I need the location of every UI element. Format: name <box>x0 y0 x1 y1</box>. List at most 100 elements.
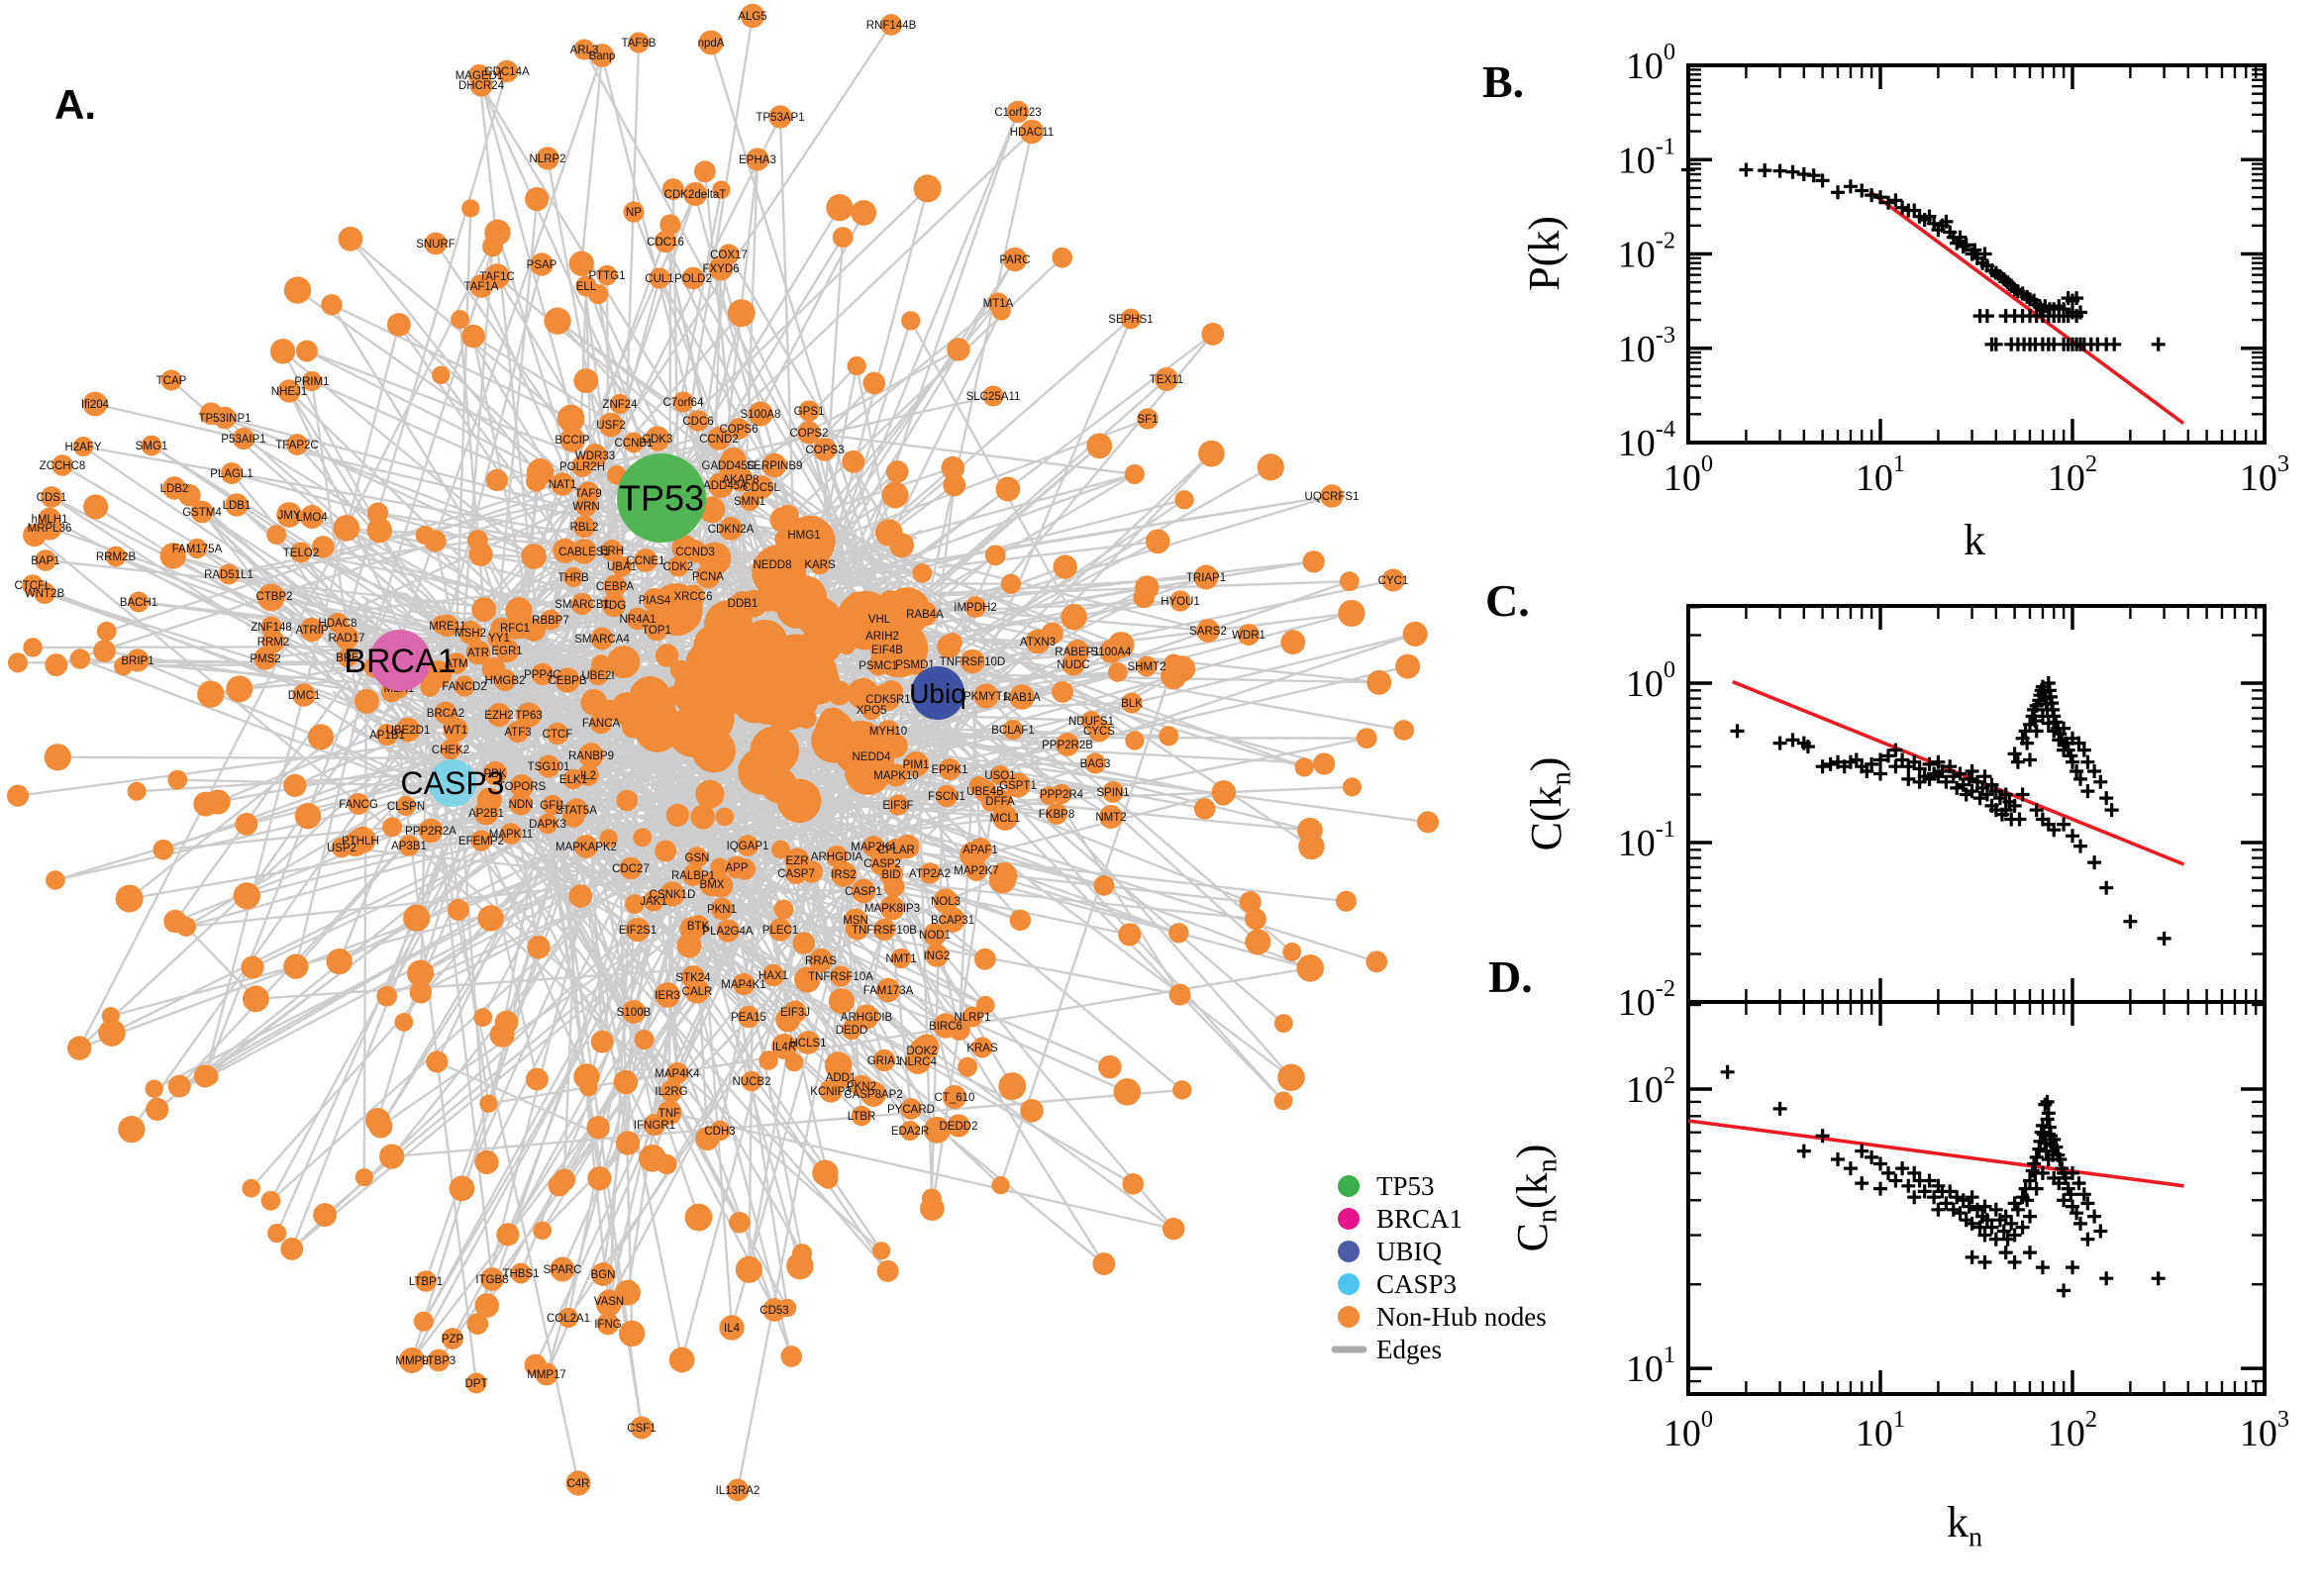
network-node <box>681 584 705 608</box>
network-node <box>178 484 201 507</box>
network-node <box>321 294 343 316</box>
network-node <box>851 1105 872 1127</box>
panel-d: 102 101 100 101 102 103 Cn(kn) kn D. <box>1488 951 2289 1553</box>
gene-label: UQCRFS1 <box>1305 491 1360 503</box>
network-node <box>399 1347 425 1373</box>
network-node <box>625 894 645 915</box>
network-node <box>395 717 421 743</box>
gene-label: MSN <box>843 915 868 927</box>
gene-label: ATF3 <box>504 727 531 739</box>
network-node <box>295 340 318 362</box>
network-node <box>655 982 680 1008</box>
gene-label: PBK <box>483 768 506 780</box>
gene-label: IL13RA2 <box>716 1485 760 1497</box>
gene-label: CT_610 <box>935 1092 975 1104</box>
network-node <box>750 475 773 499</box>
network-node <box>494 1010 519 1035</box>
network-node <box>283 276 312 304</box>
network-node <box>798 400 820 422</box>
legend-swatch-ubiq <box>1338 1241 1360 1262</box>
gene-label: SMG1 <box>136 441 168 452</box>
network-node <box>590 1030 614 1053</box>
gene-label: MAPKAPK2 <box>556 842 617 853</box>
network-node <box>146 1097 169 1121</box>
network-node <box>175 916 196 937</box>
network-node <box>379 1144 405 1169</box>
network-node <box>266 525 286 546</box>
gene-label: PTTG1 <box>588 270 625 282</box>
gene-label: TDG <box>602 600 626 612</box>
network-node <box>290 542 312 563</box>
gene-label: COPS3 <box>806 445 845 456</box>
network-node <box>709 873 734 898</box>
gene-label: PYCARD <box>887 1104 935 1116</box>
network-node <box>1019 119 1045 145</box>
gene-label: S100A8 <box>741 409 781 421</box>
network-node <box>1342 777 1363 797</box>
network-node <box>494 638 520 663</box>
gene-label: EIF2S1 <box>619 925 656 937</box>
network-node <box>1196 619 1220 643</box>
gene-label: MT1A <box>983 298 1014 310</box>
network-node <box>577 764 599 786</box>
network-node <box>283 953 309 979</box>
y-tick-label: 100 <box>1626 39 1675 87</box>
gene-label: HDAC8 <box>319 618 357 630</box>
network-node <box>947 338 970 361</box>
network-node <box>574 835 598 858</box>
gene-label: COPS6 <box>720 424 758 436</box>
network-node <box>695 563 721 589</box>
network-node <box>851 878 876 904</box>
gene-label: XRCC6 <box>674 591 713 603</box>
network-node <box>474 1293 500 1318</box>
gene-label: CHEK2 <box>432 745 469 756</box>
network-node <box>628 32 650 53</box>
network-node <box>580 689 608 716</box>
network-node <box>598 412 624 438</box>
network-node <box>218 563 240 585</box>
network-node <box>1124 463 1145 485</box>
gene-label: CDK5R1 <box>865 694 910 706</box>
gene-label: IER3 <box>655 990 680 1002</box>
network-node <box>1125 731 1145 750</box>
gene-label: TAF1A <box>464 281 499 293</box>
network-node <box>537 813 558 835</box>
gene-label: MAPK8IP3 <box>864 903 920 915</box>
network-node <box>876 1259 899 1282</box>
network-node <box>836 636 856 655</box>
network-node <box>466 1313 489 1335</box>
network-node <box>1313 752 1336 775</box>
network-node <box>1172 1080 1192 1100</box>
legend-label: TP53 <box>1376 1171 1435 1201</box>
network-node <box>573 1063 600 1090</box>
network-node <box>613 1069 639 1095</box>
network-node <box>542 794 563 816</box>
gene-label: MAP4K4 <box>655 1068 700 1080</box>
network-node <box>1277 1063 1305 1092</box>
gene-label: BACH1 <box>120 597 157 609</box>
network-node <box>96 621 117 642</box>
gene-label: IFNGR1 <box>634 1120 675 1132</box>
network-node <box>1002 247 1028 272</box>
network-node <box>851 200 877 226</box>
gene-label: CCNB1 <box>615 438 654 449</box>
gene-label: PSAP <box>527 259 557 271</box>
network-node <box>571 539 597 564</box>
gene-label: TP53INP1 <box>198 413 251 425</box>
network-node <box>828 988 855 1015</box>
network-node <box>398 835 420 856</box>
gene-label: GADD45G <box>702 460 757 472</box>
network-node <box>1365 950 1388 973</box>
network-node <box>708 472 734 498</box>
gene-label: RAD51L1 <box>204 569 253 581</box>
gene-label: RAB4A <box>906 609 944 621</box>
gene-label: EIF4B <box>871 645 903 656</box>
gene-label: BLK <box>1121 698 1143 710</box>
network-node <box>671 535 698 561</box>
gene-label: PLEC1 <box>762 925 798 937</box>
gene-label: CCND2 <box>699 434 739 446</box>
network-node <box>418 818 444 844</box>
gene-label: NP <box>626 207 642 219</box>
network-node <box>737 1005 760 1029</box>
gene-label: APP <box>725 862 748 874</box>
